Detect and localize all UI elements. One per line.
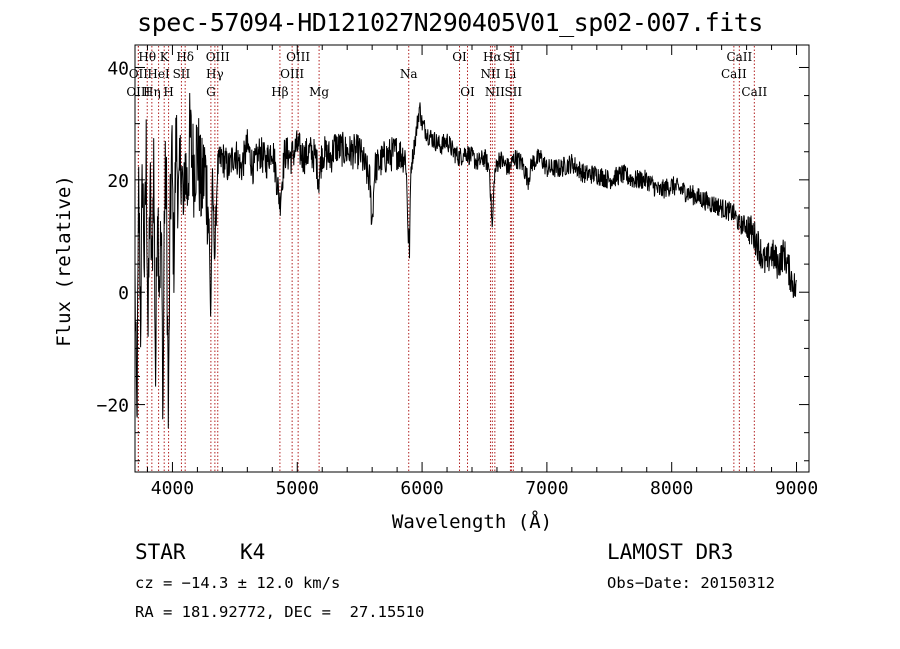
spectral-line-label: Mg <box>309 85 329 99</box>
spectral-line-label: NII <box>485 85 505 99</box>
y-axis-label: Flux (relative) <box>53 175 75 347</box>
chart-title: spec-57094-HD121027N290405V01_sp02-007.f… <box>137 8 763 37</box>
spectral-line-label: G <box>206 85 216 99</box>
spectral-line-label: CaII <box>721 67 747 81</box>
spectral-line-label: OIII <box>280 67 304 81</box>
spectral-line-label: Hβ <box>271 85 288 99</box>
axis-ticks: 4000 5000 6000 7000 8000 9000 −20 0 20 40 <box>96 45 818 499</box>
spectral-line-label: SII <box>504 85 522 99</box>
y-tick-label: 40 <box>107 58 129 79</box>
spectral-line-label: SII <box>173 67 191 81</box>
spectral-line-label: NII <box>480 67 500 81</box>
survey-name: LAMOST DR3 <box>607 540 734 564</box>
x-tick-label: 7000 <box>525 478 568 499</box>
redshift-info: cz = −14.3 ± 12.0 km/s <box>135 574 341 592</box>
spectrum-line <box>135 92 797 429</box>
x-tick-label: 9000 <box>775 478 818 499</box>
spectral-line-label: Hγ <box>206 67 224 81</box>
spectral-line-label: Li <box>505 67 517 81</box>
spectral-line-label: HeI <box>147 67 170 81</box>
x-tick-label: 6000 <box>400 478 443 499</box>
spectral-line-label: OII <box>129 67 149 81</box>
y-tick-label: 20 <box>107 171 129 192</box>
spectral-line-label: OI <box>452 50 467 64</box>
spectral-line-label: SII <box>503 50 521 64</box>
spectral-line-label: OIII <box>286 50 310 64</box>
spectral-line-label: OI <box>460 85 475 99</box>
x-tick-label: 8000 <box>650 478 693 499</box>
spectral-line-label: Hδ <box>176 50 194 64</box>
x-tick-label: 4000 <box>151 478 194 499</box>
object-class: STAR <box>135 540 186 564</box>
spectral-line-label: H <box>163 85 173 99</box>
x-tick-label: 5000 <box>276 478 319 499</box>
spectral-line-markers <box>137 46 755 471</box>
spectral-line-label: OIII <box>126 85 150 99</box>
plot-frame <box>134 44 810 473</box>
spectral-line-label: Na <box>400 67 418 81</box>
spectral-subclass: K4 <box>240 540 266 564</box>
spectral-line-label: CaII <box>726 50 752 64</box>
x-axis-label: Wavelength (Å) <box>392 510 552 533</box>
spectral-line-label: Hα <box>483 50 502 64</box>
y-tick-label: −20 <box>96 396 129 417</box>
coordinates: RA = 181.92772, DEC = 27.15510 <box>135 603 425 621</box>
spectral-line-label: Hθ <box>138 50 156 64</box>
spectral-line-label: OIII <box>206 50 230 64</box>
obs-date: Obs−Date: 20150312 <box>607 574 775 592</box>
spectral-line-label: CaII <box>741 85 767 99</box>
spectral-line-label: K <box>160 50 170 64</box>
y-tick-label: 0 <box>118 283 129 304</box>
spectral-line-label: Hη <box>143 85 161 99</box>
